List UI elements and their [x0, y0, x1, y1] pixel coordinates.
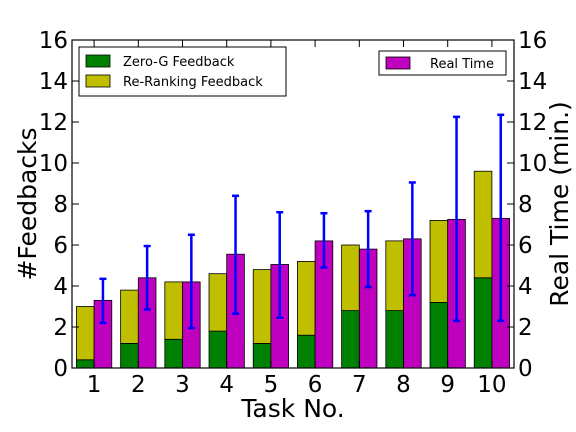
y-axis-right-title-text: Real Time (min.)	[545, 101, 574, 307]
legend-swatch-real-time	[385, 56, 411, 70]
bar-re-ranking-3	[164, 281, 183, 340]
bar-zero-g-1	[76, 359, 95, 369]
x-tick-label-1: 1	[87, 372, 102, 398]
y-tick-label-left-0: 0	[53, 356, 68, 382]
y-tick-label-left-6: 6	[53, 233, 68, 259]
bar-zero-g-3	[164, 338, 183, 369]
y-tick-label-right-16: 16	[518, 28, 547, 54]
error-bar-4	[232, 194, 240, 315]
x-tick-label-8: 8	[396, 372, 411, 398]
x-tick-label-7: 7	[352, 372, 367, 398]
bar-re-ranking-2	[120, 289, 139, 344]
y-axis-right-title: Real Time (min.)	[545, 101, 574, 307]
y-tick-label-right-6: 6	[518, 233, 533, 259]
y-tick-label-right-12: 12	[518, 110, 547, 136]
error-bars-layer	[99, 113, 505, 330]
error-bar-1	[99, 277, 107, 325]
bar-zero-g-9	[429, 301, 449, 369]
y-axis-left-title: #Feedbacks	[13, 127, 42, 280]
x-tick-label-6: 6	[308, 372, 323, 398]
y-tick-label-right-0: 0	[518, 356, 533, 382]
y-axis-left-title-text: #Feedbacks	[13, 127, 42, 280]
legend-left: Zero-G Feedback Re-Ranking Feedback	[78, 46, 287, 97]
bar-zero-g-10	[473, 277, 493, 369]
y-tick-label-left-4: 4	[53, 274, 68, 300]
legend-swatch-zero-g	[85, 54, 111, 68]
y-tick-label-left-10: 10	[39, 151, 68, 177]
bar-re-ranking-8	[385, 240, 404, 311]
y-tick-label-right-4: 4	[518, 274, 533, 300]
legend-label-re-ranking: Re-Ranking Feedback	[123, 75, 263, 90]
bar-zero-g-7	[341, 310, 360, 369]
legend-label-zero-g: Zero-G Feedback	[123, 55, 235, 70]
y-tick-label-right-10: 10	[518, 151, 547, 177]
legend-right: Real Time	[378, 50, 507, 76]
x-tick-label-10: 10	[477, 372, 506, 398]
bar-re-ranking-10	[473, 170, 493, 279]
error-bar-10	[497, 113, 505, 323]
bar-zero-g-5	[252, 342, 272, 369]
x-tick-label-3: 3	[175, 372, 190, 398]
error-bar-8	[408, 181, 416, 297]
bar-zero-g-6	[297, 334, 316, 369]
legend-left-box	[78, 46, 287, 97]
error-bar-7	[364, 209, 372, 289]
y-tick-label-right-14: 14	[518, 69, 547, 95]
y-tick-label-left-16: 16	[39, 28, 68, 54]
bar-zero-g-8	[385, 310, 404, 369]
bar-re-ranking-9	[429, 219, 449, 303]
y-tick-label-right-8: 8	[518, 192, 533, 218]
legend-swatch-re-ranking	[85, 74, 111, 88]
bar-re-ranking-5	[252, 269, 272, 344]
x-tick-label-5: 5	[264, 372, 279, 398]
error-bar-2	[143, 244, 151, 311]
y-tick-label-left-8: 8	[53, 192, 68, 218]
y-tick-label-right-2: 2	[518, 315, 533, 341]
bar-re-ranking-1	[76, 306, 95, 361]
error-bar-6	[320, 211, 328, 269]
bar-re-ranking-4	[208, 273, 228, 332]
y-tick-label-left-2: 2	[53, 315, 68, 341]
error-bar-5	[276, 210, 284, 320]
error-bar-9	[453, 115, 461, 323]
bar-re-ranking-6	[297, 260, 316, 336]
x-tick-label-9: 9	[440, 372, 455, 398]
y-tick-label-left-14: 14	[39, 69, 68, 95]
bar-zero-g-2	[120, 342, 139, 369]
x-tick-label-2: 2	[131, 372, 146, 398]
bars-layer	[76, 170, 510, 369]
bar-zero-g-4	[208, 330, 228, 369]
error-bar-3	[187, 233, 195, 330]
y-tick-label-left-12: 12	[39, 110, 68, 136]
x-axis-title: Task No.	[240, 394, 344, 423]
legend-label-real-time: Real Time	[430, 57, 494, 72]
bar-re-ranking-7	[341, 244, 360, 311]
x-tick-label-4: 4	[219, 372, 234, 398]
